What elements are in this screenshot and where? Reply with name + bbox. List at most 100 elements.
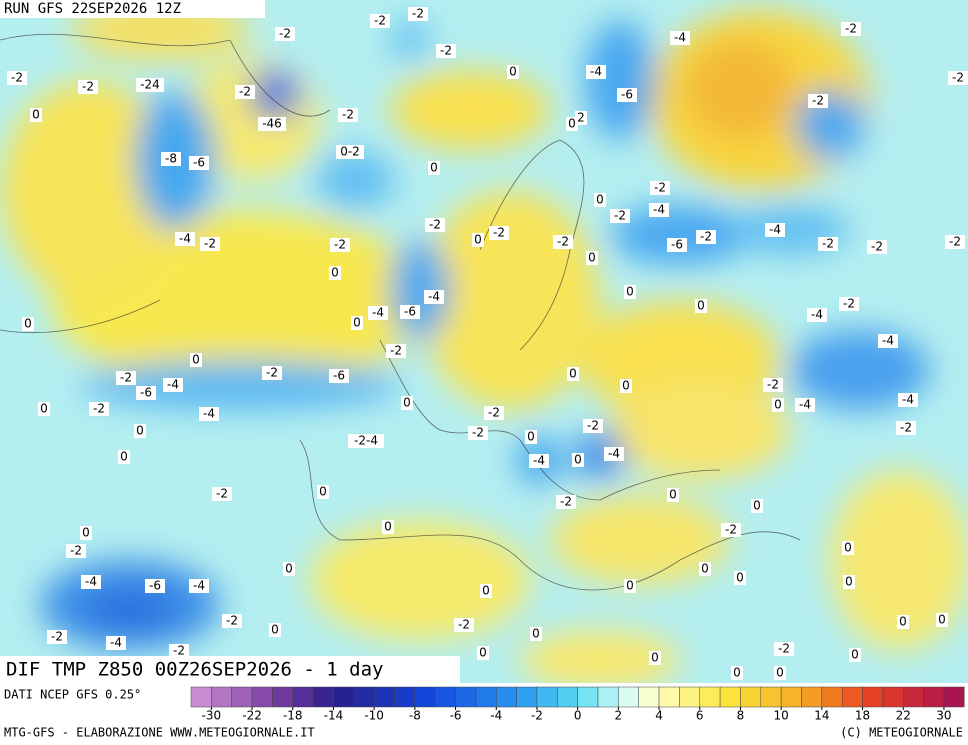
contour-label-box [897,615,909,629]
contour-label-box [507,65,519,79]
contour-label-box [189,579,209,593]
colorbar-box [658,686,680,708]
contour-label: -2 [952,71,964,85]
contour-label-box [867,240,887,254]
contour-label-box [468,426,488,440]
contour-label-box [78,80,98,94]
contour-label: 0 [588,251,596,265]
contour-label-box [553,235,573,249]
contour-label: -2 [239,85,251,99]
contour-label: -2 [949,235,961,249]
contour-label-box [428,161,440,175]
contour-label-box [841,22,861,36]
colorbar-box [760,686,782,708]
colorbar-box [740,686,762,708]
contour-label-box [529,454,549,468]
contour-label: -6 [621,88,633,102]
contour-label-box [842,541,854,555]
contour-label-box [896,421,916,435]
contour-label: -2 [70,544,82,558]
contour-label: 0 [331,266,339,280]
colorbar-tick-label: -10 [364,709,384,723]
contour-label: 0 [40,402,48,416]
contour-label-box [610,209,630,223]
contour-label-box [878,334,898,348]
run-label: RUN GFS 22SEP2026 12Z [4,1,181,17]
contour-label: -2 [51,630,63,644]
contour-labels: -2 -2-2-2-4-20-2-2 -24 -20-4-6 -2-2-2-46 20-8… [7,7,968,680]
contour-label: -2 [472,426,484,440]
colorbar-box [719,686,741,708]
contour-label: -4 [110,636,122,650]
contour-label-box [765,223,785,237]
contour-label-box [670,31,690,45]
contour-label-box [818,237,838,251]
contour-label: 0 [509,65,517,79]
contour-label-box [734,571,746,585]
contour-label: 0 [733,666,741,680]
contour-label-box [667,238,687,252]
colorbar-box [475,686,497,708]
colorbar-tick-label: 30 [936,709,951,723]
colorbar-box [373,686,395,708]
contour-label-box [351,316,363,330]
contour-label-box [489,226,509,240]
contour-label: -2 [390,344,402,358]
contour-label: -4 [203,407,215,421]
contour-label-box [436,44,456,58]
colorbar-box [638,686,660,708]
colorbar-box [557,686,578,708]
contour-label: -4 [653,203,665,217]
contour-label: 0 [82,526,90,540]
colorbar-box [231,686,253,708]
contour-label-box [22,317,34,331]
contour-label-box [161,152,181,166]
colorbar-tick-label: -8 [409,709,421,723]
colorbar-tick-label: 6 [696,709,704,723]
contour-label-box [212,487,232,501]
colorbar-box [190,686,212,708]
contour-label: -2 [560,495,572,509]
colorbar-tick-label: -6 [450,709,462,723]
contour-label: -2 [493,226,505,240]
contour-label-box [47,630,67,644]
contour-label-box [751,499,763,513]
contour-label-box [408,7,428,21]
contour-label: -2 [82,80,94,94]
contour-label-box [454,618,474,632]
contour-label-box [30,108,42,122]
contour-label-box [425,218,445,232]
colorbar-box [923,686,945,708]
contour-label: -2 [120,371,132,385]
contour-label-box [556,495,576,509]
colorbar-tick-label: 14 [814,709,829,723]
contour-label-box [695,299,707,313]
contour-label-box [262,366,282,380]
colorbar-box [333,686,355,708]
contour-label: 0 [697,299,705,313]
contour-label: -2 [725,523,737,537]
contour-label-box [175,232,195,246]
contour-label-box [269,623,281,637]
contour-label: -4 [179,232,191,246]
contour-label-box [699,562,711,576]
footer-left: MTG-GFS - ELABORAZIONE WWW.METEOGIORNALE… [4,726,315,740]
colorbar-tick-label: 8 [737,709,745,723]
contour-label-box [849,648,861,662]
contour-label: 0 [626,285,634,299]
contour-label-box [477,646,489,660]
contour-label-box [594,193,606,207]
contour-label-box [667,488,679,502]
contour-label: 0 [474,233,482,247]
colorbar-box [394,686,416,708]
contour-label-box [936,613,948,627]
contour-label-box [222,614,242,628]
contour-label: 0 [384,520,392,534]
contour-label-box [763,378,783,392]
colorbar-tick-label: 0 [574,709,582,723]
contour-label-box [81,575,101,589]
contour-label: -2 [614,209,626,223]
contour-label-box [624,285,636,299]
colorbar-box [414,686,436,708]
contour-label: -4 [882,334,894,348]
